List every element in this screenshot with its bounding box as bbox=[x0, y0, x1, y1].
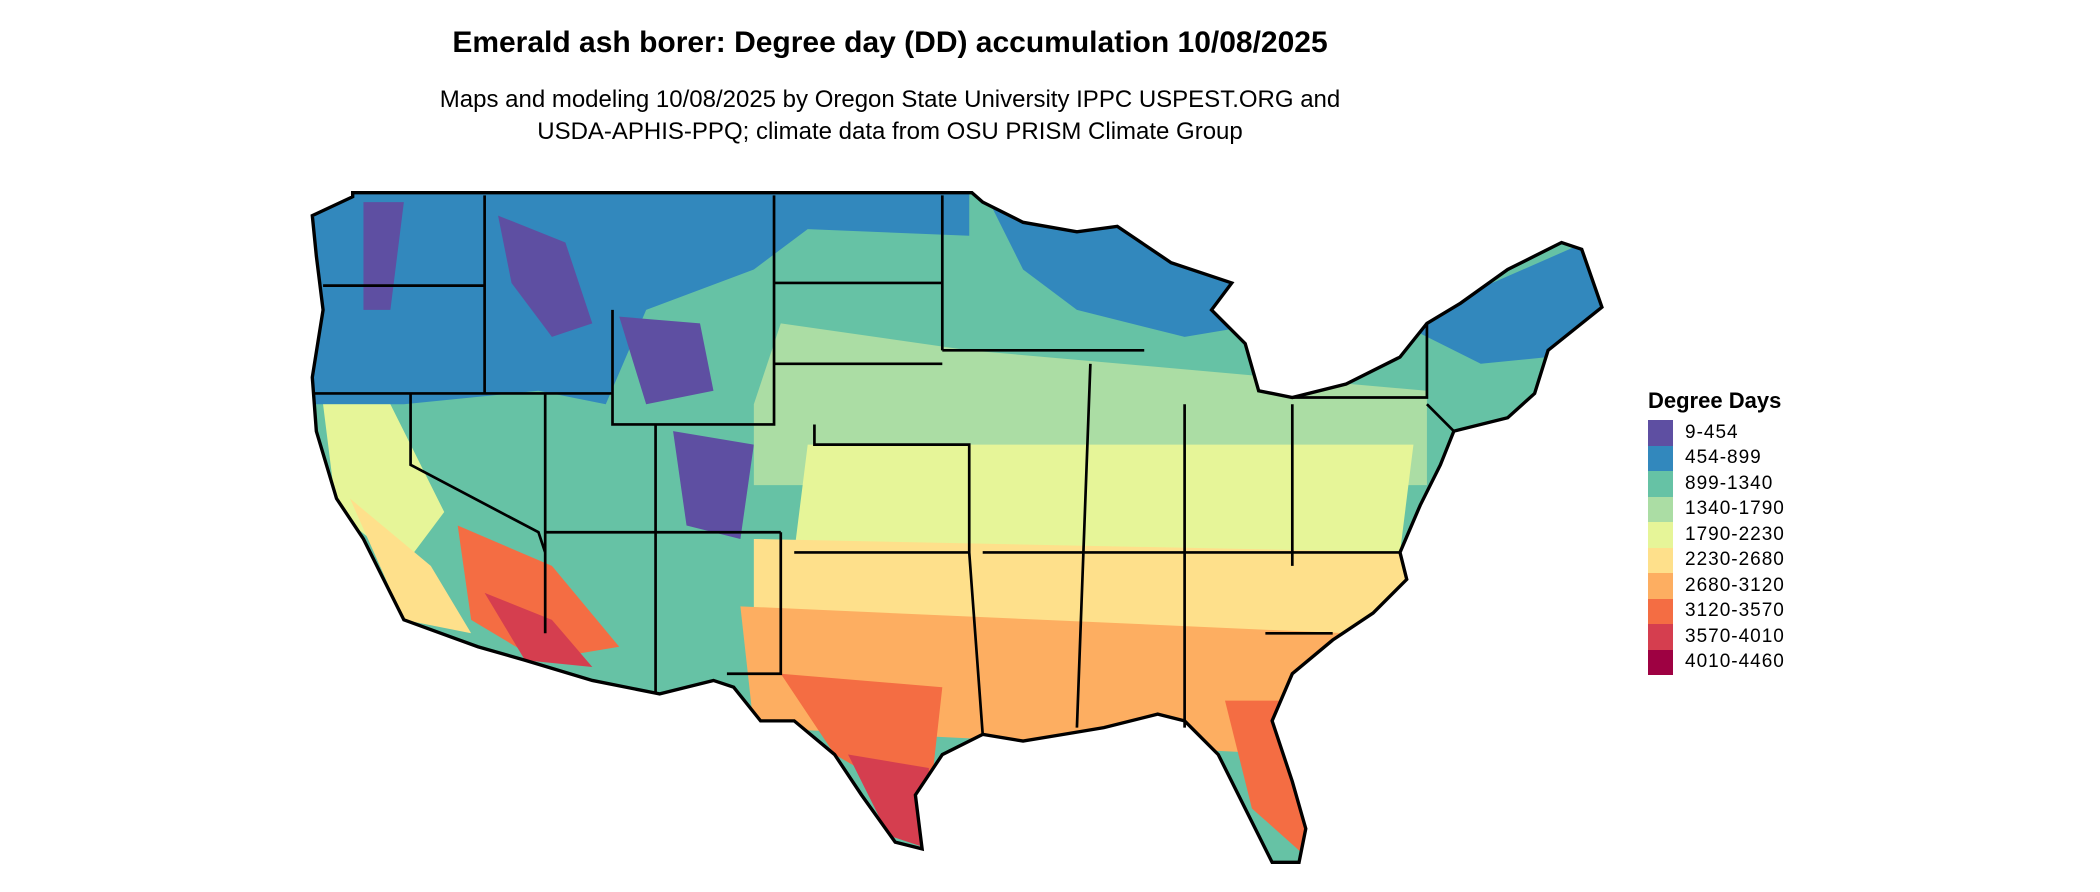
map-subtitle-line2: USDA-APHIS-PPQ; climate data from OSU PR… bbox=[537, 118, 1243, 145]
legend-item: 1790-2230 bbox=[1648, 522, 1785, 548]
zone-2230-2680-ca bbox=[350, 498, 472, 634]
legend-item: 2680-3120 bbox=[1648, 573, 1785, 599]
legend-swatch bbox=[1648, 522, 1673, 548]
state-borders bbox=[313, 195, 1455, 735]
legend-item: 1340-1790 bbox=[1648, 496, 1785, 522]
legend-label: 1790-2230 bbox=[1685, 523, 1785, 545]
legend-swatch bbox=[1648, 598, 1673, 624]
legend-item: 4010-4460 bbox=[1648, 649, 1785, 675]
legend: Degree Days 9-454 454-899 899-1340 1340-179… bbox=[1648, 388, 1785, 675]
map-title: Emerald ash borer: Degree day (DD) accum… bbox=[452, 26, 1328, 59]
legend-item: 454-899 bbox=[1648, 445, 1785, 471]
zone-9-454-cascades bbox=[363, 202, 404, 310]
legend-swatch bbox=[1648, 471, 1673, 497]
legend-label: 899-1340 bbox=[1685, 472, 1774, 494]
map-subtitle-line1: Maps and modeling 10/08/2025 by Oregon S… bbox=[439, 86, 1341, 113]
zone-9-454-wyoming bbox=[619, 316, 714, 405]
zone-9-454-colorado bbox=[673, 431, 754, 539]
legend-label: 4010-4460 bbox=[1685, 651, 1785, 673]
legend-label: 454-899 bbox=[1685, 447, 1762, 469]
zone-3570-4010-tx bbox=[848, 754, 929, 849]
legend-label: 9-454 bbox=[1685, 421, 1739, 443]
legend-swatch bbox=[1648, 649, 1673, 675]
zone-1790-2230-central bbox=[794, 444, 1414, 553]
zone-3120-3570-az bbox=[457, 525, 620, 661]
zone-3570-4010-az bbox=[484, 592, 593, 667]
legend-swatch bbox=[1648, 624, 1673, 650]
legend-label: 2230-2680 bbox=[1685, 549, 1785, 571]
legend-item: 3120-3570 bbox=[1648, 598, 1785, 624]
legend-item: 2230-2680 bbox=[1648, 547, 1785, 573]
legend-title: Degree Days bbox=[1648, 388, 1782, 413]
zone-4010-4460-keys bbox=[1259, 862, 1306, 892]
zone-454-899-north bbox=[312, 192, 970, 405]
legend-swatch bbox=[1648, 445, 1673, 471]
legend-item: 899-1340 bbox=[1648, 471, 1785, 497]
legend-label: 3570-4010 bbox=[1685, 625, 1785, 647]
legend-swatch bbox=[1648, 420, 1673, 446]
legend-label: 2680-3120 bbox=[1685, 574, 1785, 596]
legend-swatch bbox=[1648, 547, 1673, 573]
legend-item: 9-454 bbox=[1648, 420, 1785, 446]
legend-item: 3570-4010 bbox=[1648, 624, 1785, 650]
legend-swatch bbox=[1648, 573, 1673, 599]
zone-454-899-northeast bbox=[1400, 229, 1602, 364]
legend-swatch bbox=[1648, 496, 1673, 522]
zone-3120-3570-fl bbox=[1225, 700, 1313, 863]
legend-label: 1340-1790 bbox=[1685, 498, 1785, 520]
legend-label: 3120-3570 bbox=[1685, 600, 1785, 622]
zone-9-454-rockies-north bbox=[498, 215, 593, 337]
